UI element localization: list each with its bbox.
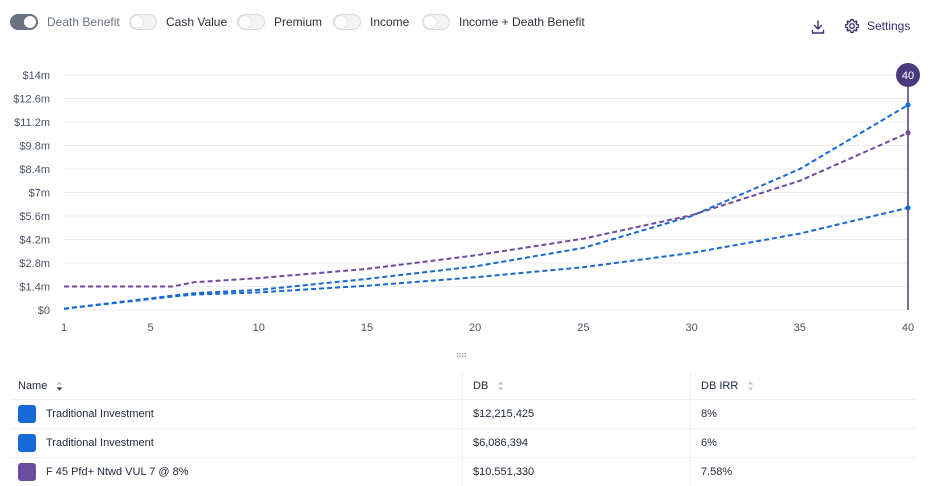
income-switch[interactable] (333, 14, 361, 30)
sort-desc-icon (56, 381, 63, 390)
irr-header-label: DB IRR (701, 379, 739, 392)
row-db: $12,215,425 (462, 400, 688, 428)
sort-icon (747, 381, 754, 390)
sort-icon (497, 381, 504, 390)
x-tick-label: 40 (902, 322, 914, 334)
y-tick-label: $2.8m (19, 258, 50, 270)
toggle-label: Income + Death Benefit (459, 15, 585, 29)
series-end-point (905, 102, 911, 108)
x-tick-label: 10 (253, 322, 265, 334)
gear-icon (844, 18, 860, 34)
chart-canvas: $0 $1.4m $2.8m $4.2m $5.6m $7m $8.4m $9.8m $11.2… (13, 63, 920, 334)
db-header[interactable]: DB (462, 372, 688, 399)
series-end-point (905, 205, 911, 211)
hover-marker-badge (896, 63, 920, 87)
toggle-premium[interactable]: Premium (237, 14, 322, 30)
row-name: Traditional Investment (46, 437, 154, 449)
resize-handle[interactable] (455, 346, 469, 357)
table-header: Name DB DB IRR (10, 372, 916, 400)
row-name: F 45 Pfd+ Ntwd VUL 7 @ 8% (46, 466, 189, 478)
name-header-label: Name (18, 379, 48, 392)
cash-value-switch[interactable] (129, 14, 157, 30)
grip-icon (457, 353, 466, 357)
x-tick-label: 35 (794, 322, 806, 334)
row-irr: 8% (690, 400, 916, 428)
download-button[interactable] (809, 18, 827, 36)
x-tick-label: 30 (685, 322, 697, 334)
series-color-swatch (18, 463, 36, 481)
toggle-label: Death Benefit (47, 15, 120, 29)
series-color-swatch (18, 434, 36, 452)
db-header-label: DB (473, 379, 489, 392)
row-db: $6,086,394 (462, 429, 688, 457)
settings-label: Settings (867, 19, 911, 33)
row-irr: 7.58% (690, 458, 916, 486)
y-tick-label: $12.6m (13, 94, 50, 106)
name-header[interactable]: Name (18, 372, 458, 399)
toggle-label: Income (370, 15, 410, 29)
y-tick-label: $11.2m (14, 117, 50, 129)
y-tick-label: $5.6m (19, 211, 50, 223)
premium-switch[interactable] (237, 14, 265, 30)
results-table: Name DB DB IRR Traditional Investment (10, 372, 916, 486)
series-line (63, 206, 909, 310)
hover-marker-label: 40 (902, 70, 914, 82)
chart-toolbar: Death Benefit Cash Value Premium Income … (0, 0, 936, 50)
x-tick-label: 15 (361, 322, 373, 334)
row-name: Traditional Investment (46, 408, 154, 420)
y-tick-label: $7m (29, 188, 50, 200)
table-row[interactable]: F 45 Pfd+ Ntwd VUL 7 @ 8% $10,551,330 7.… (10, 458, 916, 486)
series-color-swatch (18, 405, 36, 423)
settings-button[interactable]: Settings (844, 18, 910, 34)
death-benefit-chart: $0 $1.4m $2.8m $4.2m $5.6m $7m $8.4m $9.8m $11.2… (0, 55, 936, 340)
y-tick-label: $1.4m (19, 282, 50, 294)
download-icon (811, 20, 825, 34)
toggle-label: Premium (274, 15, 323, 29)
series-line (64, 131, 909, 288)
toggle-income-death-benefit[interactable]: Income + Death Benefit (422, 14, 585, 30)
x-tick-label: 25 (577, 322, 589, 334)
toggle-death-benefit[interactable]: Death Benefit (10, 14, 120, 30)
toggle-cash-value[interactable]: Cash Value (129, 14, 227, 30)
toggle-income[interactable]: Income (333, 14, 409, 30)
y-tick-label: $8.4m (19, 164, 50, 176)
y-tick-label: $14m (22, 70, 50, 82)
table-row[interactable]: Traditional Investment $12,215,425 8% (10, 400, 916, 429)
y-tick-label: $0 (38, 305, 50, 317)
death-benefit-switch[interactable] (10, 14, 38, 30)
series-line (63, 104, 909, 310)
toggle-label: Cash Value (166, 15, 228, 29)
y-tick-label: $4.2m (19, 235, 50, 247)
x-tick-label: 5 (148, 322, 154, 334)
row-db: $10,551,330 (462, 458, 688, 486)
irr-header[interactable]: DB IRR (690, 372, 916, 399)
table-row[interactable]: Traditional Investment $6,086,394 6% (10, 429, 916, 458)
y-tick-label: $9.8m (19, 141, 50, 153)
income-death-benefit-switch[interactable] (422, 14, 450, 30)
x-tick-label: 20 (469, 322, 481, 334)
row-irr: 6% (690, 429, 916, 457)
series-end-point (905, 130, 911, 136)
x-tick-label: 1 (61, 322, 67, 334)
